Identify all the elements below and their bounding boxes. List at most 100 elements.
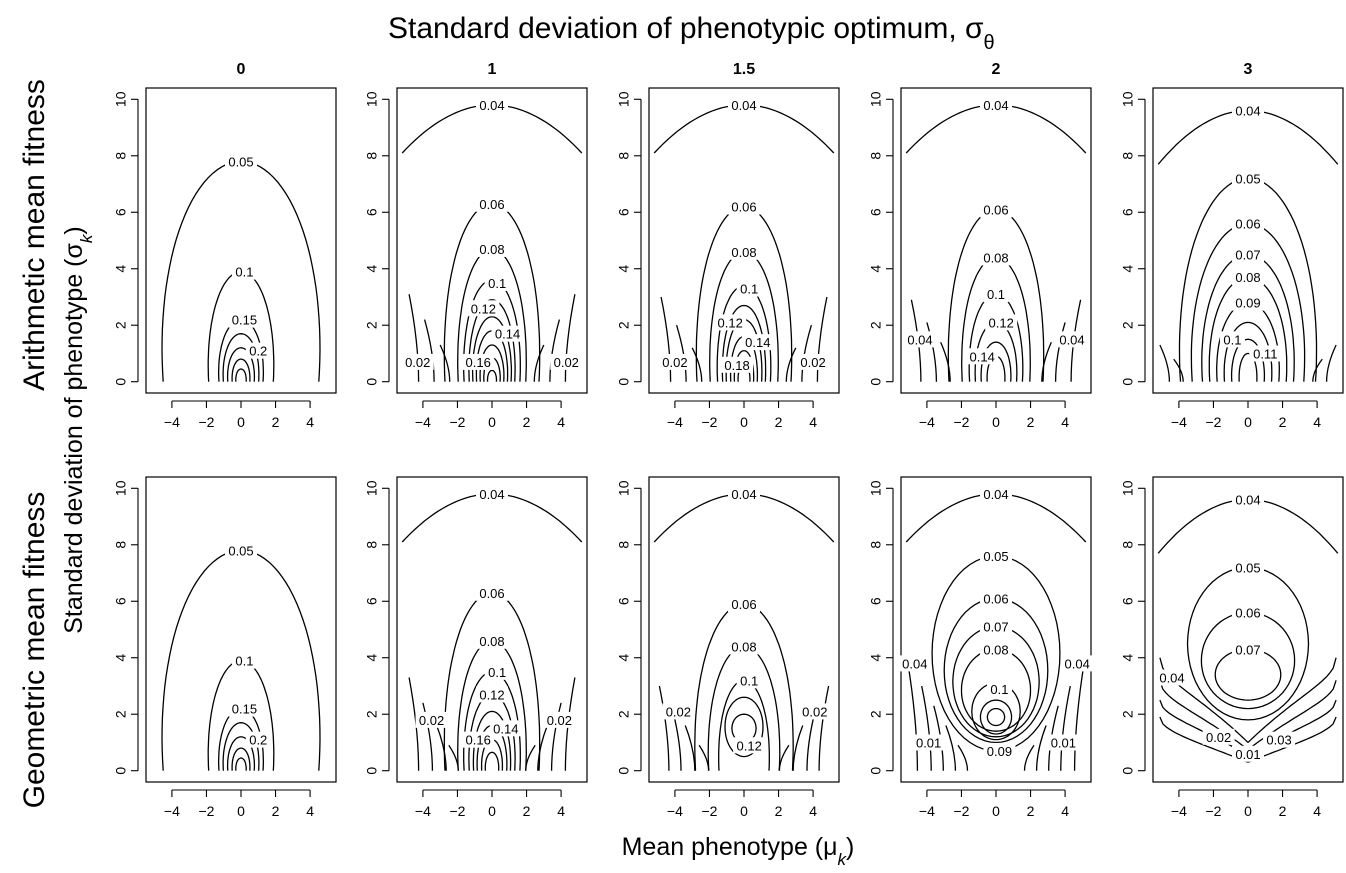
y-tick-label: 4: [868, 265, 884, 273]
side-contour-line: [660, 296, 672, 382]
contour-line: [471, 316, 513, 382]
y-axis: 0 2 4 6 8 10: [1120, 91, 1146, 386]
x-tick-label: 4: [1061, 803, 1069, 819]
x-tick-label: 2: [775, 803, 783, 819]
contour-label: 0.04: [1159, 671, 1184, 686]
contour-label-bg: [728, 198, 760, 215]
y-tick-label: 10: [868, 91, 884, 107]
x-tick-label: 4: [557, 414, 565, 430]
panel-r0-c0: 0 −4 −2 0 2 4 0 2 4 6 8 10 0.05 0.1 0.15 0.2: [113, 61, 337, 430]
contour-label: 0.14: [745, 335, 770, 350]
column-label: 0: [237, 61, 246, 78]
x-axis: −4 −2 0 2 4: [415, 789, 565, 819]
y-tick-label: 8: [868, 541, 884, 549]
x-tick-label: 0: [1244, 414, 1252, 430]
y-tick-label: 6: [1120, 208, 1136, 216]
x-tick-label: 0: [1244, 803, 1252, 819]
y-tick-label: 8: [1120, 541, 1136, 549]
y-tick-label: 0: [616, 767, 632, 775]
contour-label: 0.04: [1235, 104, 1260, 119]
side-contour-line: [1159, 344, 1171, 382]
y-tick-label: 10: [1120, 91, 1136, 107]
contour-label-bg: [228, 700, 261, 717]
panel-frame: [396, 476, 588, 783]
contour-label: 0.08: [983, 250, 1008, 265]
y-tick-label: 10: [868, 480, 884, 496]
contour-label: 0.08: [731, 245, 756, 260]
contour-label-bg: [228, 311, 261, 328]
contour-label: 0.1: [488, 665, 506, 680]
side-contour-line: [684, 725, 696, 771]
x-tick-label: 4: [809, 414, 817, 430]
y-tick-label: 4: [364, 654, 380, 662]
contour-label-bg: [245, 342, 271, 359]
y-tick-label: 6: [364, 597, 380, 605]
x-tick-label: 2: [1279, 803, 1287, 819]
x-tick-label: −4: [919, 414, 935, 430]
contour-label-bg: [467, 300, 500, 317]
contour-label-bg: [225, 153, 257, 170]
contour-line: [1208, 276, 1288, 382]
panel-r1-c3: −4 −2 0 2 4 0 2 4 6 8 10 0.04 0.05 0.06 0.07 0.08 0.1 0.0…: [868, 476, 1094, 819]
y-tick-label: 0: [364, 767, 380, 775]
contour-label-bg: [550, 353, 583, 370]
side-contour-line: [1060, 685, 1071, 771]
y-tick-label: 4: [1120, 265, 1136, 273]
y-tick-label: 2: [113, 321, 129, 329]
contour-label: 0.14: [970, 349, 995, 364]
contour-label: 0.08: [983, 642, 1008, 657]
contour-label: 0.02: [405, 355, 430, 370]
contour-label: 0.1: [990, 682, 1008, 697]
contour-line: [1214, 648, 1282, 701]
x-tick-label: 2: [523, 414, 531, 430]
x-tick-label: 0: [488, 803, 496, 819]
panel-r0-c4: 3 −4 −2 0 2 4 0 2 4 6 8 10 0.04 0.05 0.06 0.07 0.08 0.09 0…: [1120, 61, 1344, 430]
contour-line: [1157, 109, 1339, 165]
contour-label-bg: [225, 542, 257, 559]
x-tick-label: 2: [523, 803, 531, 819]
contour-label: 0.08: [731, 639, 756, 654]
y-tick-label: 6: [1120, 597, 1136, 605]
contour-label: 0.06: [479, 197, 504, 212]
x-tick-label: −4: [1171, 414, 1187, 430]
y-tick-label: 4: [364, 265, 380, 273]
contour-label: 0.05: [1235, 171, 1260, 186]
contour-label-bg: [543, 711, 576, 728]
y-tick-label: 10: [1120, 480, 1136, 496]
x-tick-label: −4: [919, 803, 935, 819]
y-tick-label: 4: [616, 265, 632, 273]
x-tick-label: 0: [992, 803, 1000, 819]
side-contour-line: [658, 685, 670, 771]
side-contour-line: [1173, 358, 1184, 382]
panel-r1-c0: −4 −2 0 2 4 0 2 4 6 8 10 0.05 0.1 0.15 0.2: [113, 476, 337, 819]
y-tick-label: 8: [1120, 152, 1136, 160]
contour-label: 0.02: [554, 355, 579, 370]
y-tick-label: 2: [364, 321, 380, 329]
panel-frame: [1152, 87, 1344, 394]
contour-label-bg: [476, 195, 508, 212]
contour-line: [484, 751, 500, 771]
side-contour-line: [945, 725, 957, 771]
x-tick-label: −4: [1171, 803, 1187, 819]
contour-label-bg: [1232, 604, 1264, 621]
contour-label-bg: [980, 618, 1012, 635]
y-tick-label: 0: [113, 767, 129, 775]
contour-label: 0.16: [466, 355, 491, 370]
side-contour-line: [1247, 657, 1337, 743]
contour-line: [960, 648, 1032, 732]
y-tick-label: 2: [113, 710, 129, 718]
contour-line: [222, 333, 260, 382]
side-contour-line: [691, 347, 703, 382]
contour-label-bg: [985, 314, 1018, 331]
side-contour-line: [448, 744, 459, 771]
side-contour-line: [1035, 725, 1047, 771]
side-contour-line: [940, 341, 951, 382]
y-tick-label: 6: [364, 208, 380, 216]
y-tick-label: 0: [616, 378, 632, 386]
side-contour-line: [1041, 341, 1052, 382]
x-axis-label: Mean phenotype (μk): [622, 833, 855, 869]
y-tick-label: 0: [1120, 378, 1136, 386]
side-contour-line: [423, 319, 435, 382]
y-tick-label: 2: [364, 710, 380, 718]
contour-label-bg: [1232, 491, 1264, 508]
